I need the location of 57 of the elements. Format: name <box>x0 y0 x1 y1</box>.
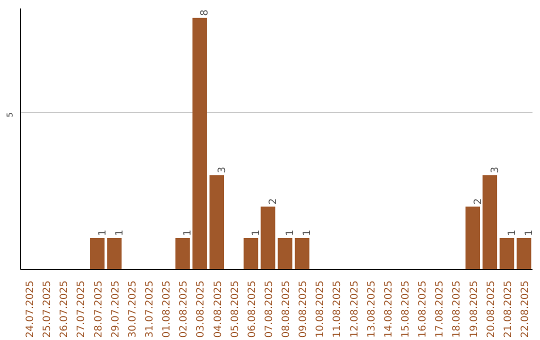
data-label: 1 <box>97 230 108 236</box>
x-tick-label: 02.08.2025 <box>178 280 190 338</box>
x-tick-label: 26.07.2025 <box>59 280 70 338</box>
x-tick-label: 18.08.2025 <box>452 280 463 338</box>
x-tick-label: 01.08.2025 <box>162 280 173 338</box>
bar <box>278 238 292 270</box>
bar <box>107 238 122 270</box>
x-tick-label: 22.08.2025 <box>520 280 531 338</box>
x-tick-label: 15.08.2025 <box>400 280 412 338</box>
x-tick-label: 27.07.2025 <box>76 280 88 338</box>
data-label: 3 <box>216 166 228 174</box>
bar <box>90 238 105 270</box>
bar <box>175 238 190 270</box>
data-label: 1 <box>302 230 314 236</box>
bar <box>244 238 258 270</box>
x-tick-label: 20.08.2025 <box>486 280 497 338</box>
x-tick-label: 28.07.2025 <box>93 280 104 338</box>
x-tick-label: 19.08.2025 <box>468 280 480 338</box>
x-tick-label: 17.08.2025 <box>434 280 446 338</box>
bar <box>516 238 532 270</box>
x-tick-label: 11.08.2025 <box>332 280 344 338</box>
x-tick-label: 06.08.2025 <box>246 280 258 338</box>
x-tick-label: 13.08.2025 <box>366 280 378 338</box>
bar <box>466 206 480 270</box>
bar <box>260 206 276 270</box>
x-tick-label: 05.08.2025 <box>230 280 241 338</box>
data-label: 2 <box>472 198 484 205</box>
data-label: 1 <box>285 230 296 236</box>
bar <box>482 175 498 270</box>
data-label: 1 <box>524 230 535 236</box>
data-label: 2 <box>268 198 279 205</box>
x-tick-label: 07.08.2025 <box>264 280 275 338</box>
x-tick-label: 31.07.2025 <box>144 280 156 338</box>
x-tick-label: 10.08.2025 <box>315 280 326 338</box>
y-tick-label: 5 <box>6 112 14 118</box>
x-tick-label: 09.08.2025 <box>298 280 310 338</box>
x-tick-label: 03.08.2025 <box>196 280 207 338</box>
x-tick-label: 12.08.2025 <box>349 280 360 338</box>
x-tick-label: 21.08.2025 <box>502 280 514 338</box>
data-label: 1 <box>182 230 194 236</box>
data-label: 1 <box>250 230 262 236</box>
bar <box>192 18 207 270</box>
x-tick-label: 25.07.2025 <box>42 280 54 338</box>
bar <box>500 238 514 270</box>
x-tick-label: 29.07.2025 <box>110 280 122 338</box>
bar <box>210 175 224 270</box>
x-tick-label: 16.08.2025 <box>418 280 429 338</box>
x-tick-label: 08.08.2025 <box>281 280 292 338</box>
data-label: 3 <box>490 166 501 174</box>
x-tick-label: 14.08.2025 <box>383 280 394 338</box>
bar <box>294 238 310 270</box>
data-label: 1 <box>114 230 126 236</box>
data-label: 1 <box>506 230 518 236</box>
x-tick-label: 04.08.2025 <box>212 280 224 338</box>
x-tick-label: 24.07.2025 <box>25 280 36 338</box>
x-tick-label: 30.07.2025 <box>127 280 138 338</box>
data-label: 8 <box>200 10 211 16</box>
